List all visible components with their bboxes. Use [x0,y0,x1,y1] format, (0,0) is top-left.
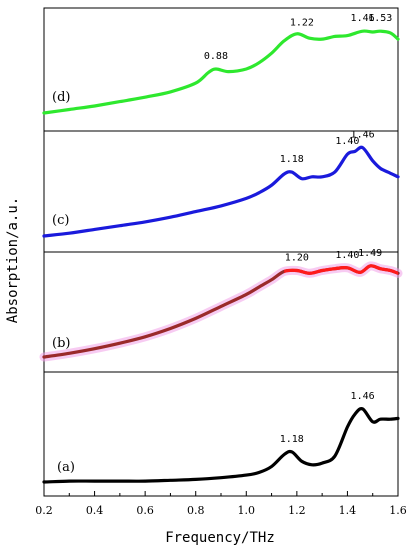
x-axis-title: Frequency/THz [165,530,275,546]
panel-label: (a) [57,460,75,475]
x-tick-label: 0.6 [136,504,154,517]
peak-label: 1.53 [368,13,392,24]
peak-label: 1.18 [280,154,304,165]
series-glow [39,261,403,362]
panel-label: (c) [52,213,69,228]
x-tick-label: 1.2 [288,504,306,517]
series-line [42,145,400,238]
x-tick-label: 0.4 [86,504,104,517]
x-tick-label: 0.8 [187,504,205,517]
panel-label: (b) [52,336,70,351]
x-axis: 0.2 0.4 0.6 0.8 1.0 1.2 1.4 1.6 [35,491,407,517]
series-line-peak-region [284,264,399,275]
panel-c: (c) 1.18 1.401.46 [42,130,400,253]
y-axis-title: Absorption/a.u. [5,197,21,323]
panel-label: (d) [52,90,70,105]
peak-label: 1.18 [280,434,304,445]
panels-layer: (d)0.881.22 1.461.53(c)1.181.401.46(b)1.2… [39,7,403,497]
peak-label: 1.22 [290,18,314,29]
peak-label: 1.46 [351,13,375,24]
x-tick-label: 1.6 [389,504,407,517]
peak-label: 1.20 [285,253,309,264]
peak-label: 1.46 [351,130,375,141]
panel-b: (b) 1.20 1.401.49 [39,248,403,373]
series-line [42,264,400,359]
series-line [42,29,400,115]
x-tick-label: 1.0 [238,504,256,517]
peak-label: 0.88 [204,51,228,62]
peak-label: 1.40 [335,136,359,147]
peak-label: 1.46 [351,391,375,402]
peak-label: 1.49 [358,248,382,259]
x-tick-label: 0.2 [35,504,53,517]
peak-label: 1.40 [335,250,359,261]
panel-frame [43,130,399,253]
x-tick-label: 1.4 [339,504,357,517]
panel-a: (a) 1.18 1.46 [42,371,400,497]
panel-d: (d) 0.88 1.22 1.461.53 [42,7,400,132]
series-line [42,407,400,484]
